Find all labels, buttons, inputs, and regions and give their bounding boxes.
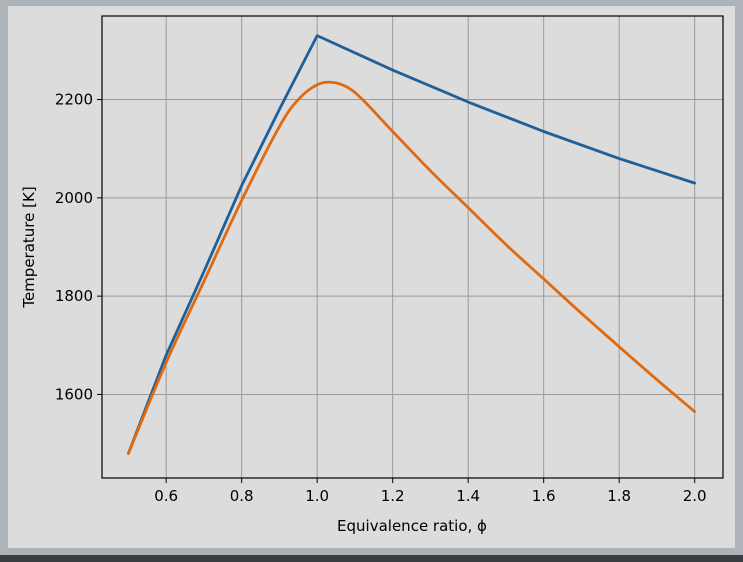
x-tick-label: 1.8 [607, 487, 631, 505]
x-tick-label: 1.0 [305, 487, 329, 505]
y-tick-label: 2200 [55, 91, 93, 109]
y-axis-label: Temperature [K] [20, 186, 38, 308]
x-tick-label: 0.8 [230, 487, 254, 505]
y-tick-label: 1800 [55, 287, 93, 305]
x-tick-label: 0.6 [154, 487, 178, 505]
series-line-2 [127, 80, 697, 455]
figure-canvas [8, 6, 735, 548]
y-tick-label: 2000 [55, 189, 93, 207]
x-axis-label: Equivalence ratio, ϕ [337, 517, 487, 535]
bottom-bar [0, 555, 743, 562]
tick-layer: 0.6 0.8 1.0 1.2 1.4 1.6 1.8 2.0 1600 1800 2000 2200 [55, 91, 707, 505]
x-tick-label: 1.2 [381, 487, 405, 505]
grid-layer [102, 16, 723, 478]
x-tick-label: 2.0 [683, 487, 707, 505]
series-line-1 [127, 34, 697, 455]
x-tick-label: 1.6 [532, 487, 556, 505]
y-tick-label: 1600 [55, 385, 93, 403]
plot-area-frame [101, 15, 724, 479]
series-layer [127, 34, 697, 455]
x-tick-label: 1.4 [456, 487, 480, 505]
